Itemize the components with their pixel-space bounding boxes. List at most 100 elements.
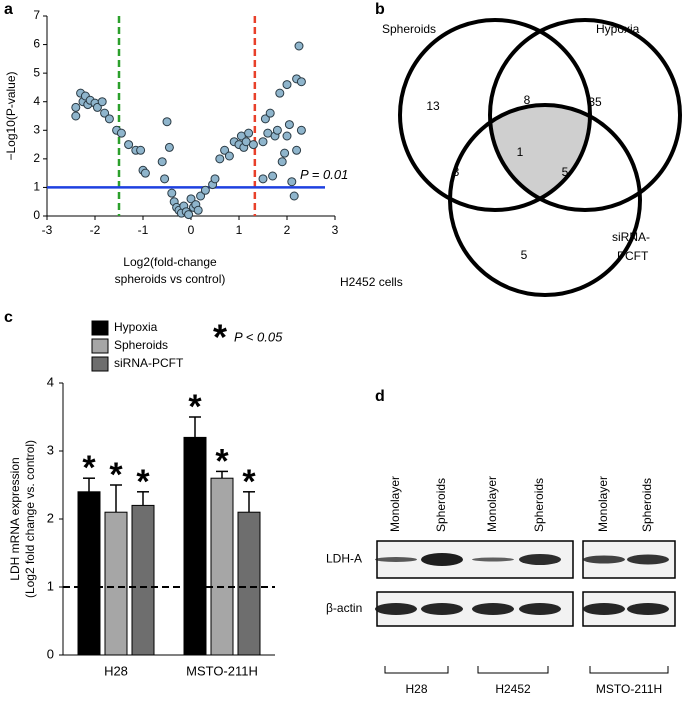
data-point <box>258 174 268 184</box>
y-axis-label: −Log10(P-value) <box>4 71 18 160</box>
significance-mark: * <box>188 388 202 426</box>
venn-count: 1 <box>517 145 524 159</box>
venn-caption: H2452 cells <box>340 275 403 289</box>
bar <box>237 511 261 656</box>
legend-swatch <box>91 338 109 354</box>
venn-diagram: Spheroids Hypoxia siRNA- PCFT 13 8 35 3 … <box>340 18 682 297</box>
data-point <box>265 108 275 118</box>
panel-label: b <box>375 1 385 18</box>
venn-count: 13 <box>426 99 440 113</box>
venn-count: 3 <box>453 165 460 179</box>
blot-band <box>583 603 625 615</box>
data-point <box>186 194 196 204</box>
legend-label: Spheroids <box>114 338 168 352</box>
y-tick-label: 0 <box>33 208 40 222</box>
y-tick-label: 1 <box>47 578 54 593</box>
legend-label: siRNA-PCFT <box>114 356 184 370</box>
data-point <box>287 177 297 187</box>
venn-count: 35 <box>588 95 602 109</box>
data-point <box>124 140 134 150</box>
group-bracket <box>589 666 669 674</box>
data-point <box>71 102 81 112</box>
data-point <box>244 128 254 138</box>
data-point <box>167 188 177 198</box>
blot-band <box>519 603 561 615</box>
data-point <box>260 114 270 124</box>
x-tick-label: 3 <box>332 223 339 237</box>
blot-band <box>519 554 561 565</box>
y-tick-label: 4 <box>33 94 40 108</box>
data-point <box>136 145 146 155</box>
lane-label: Monolayer <box>485 476 499 532</box>
data-point <box>71 111 81 121</box>
venn-circle <box>448 103 642 297</box>
group-bracket <box>477 666 549 674</box>
venn-label: Spheroids <box>382 22 436 36</box>
blot-band <box>472 603 514 615</box>
y-axis-label: LDH mRNA expression <box>8 457 22 580</box>
panel-label: a <box>4 1 13 18</box>
data-point <box>248 140 258 150</box>
x-tick-label: 0 <box>188 223 195 237</box>
y-tick-label: 2 <box>33 151 40 165</box>
data-point <box>280 148 290 158</box>
bar <box>183 436 207 656</box>
data-point <box>196 191 206 201</box>
data-point <box>116 128 126 138</box>
data-point <box>284 120 294 130</box>
data-point <box>294 41 304 51</box>
lane-label: Monolayer <box>388 476 402 532</box>
bar <box>77 491 101 656</box>
group-label: H28 <box>405 682 427 696</box>
y-axis-label: (Log2 fold change vs. control) <box>23 440 37 598</box>
y-tick-label: 2 <box>47 510 54 525</box>
venn-count: 5 <box>521 248 528 262</box>
blot-band <box>375 557 417 562</box>
data-point <box>193 205 203 215</box>
blot-band <box>472 557 514 562</box>
y-tick-label: 5 <box>33 65 40 79</box>
blot-band <box>627 603 669 615</box>
blot-band <box>421 603 463 615</box>
data-point <box>100 108 110 118</box>
significance-mark: * <box>242 463 256 501</box>
data-point <box>268 171 278 181</box>
data-point <box>258 137 268 147</box>
western-blot: Monolayer Spheroids Monolayer Spheroids Mono… <box>326 476 676 696</box>
significance-mark: * <box>136 463 150 501</box>
lane-label: Spheroids <box>434 478 448 532</box>
row-label: LDH-A <box>326 552 362 566</box>
data-point <box>220 145 230 155</box>
significance-mark: * <box>109 456 123 494</box>
venn-label: siRNA- <box>612 230 650 244</box>
x-tick-label: MSTO-211H <box>186 663 258 678</box>
significance-mark: * <box>215 442 229 480</box>
group-bracket <box>384 666 449 674</box>
legend-swatch <box>91 356 109 372</box>
y-tick-label: 3 <box>33 122 40 136</box>
data-point <box>224 151 234 161</box>
data-point <box>210 174 220 184</box>
data-point <box>164 142 174 152</box>
data-point <box>296 125 306 135</box>
blot-band <box>627 554 669 565</box>
x-tick-label: H28 <box>104 663 128 678</box>
data-point <box>184 210 194 220</box>
data-point <box>296 77 306 87</box>
data-point <box>282 131 292 141</box>
venn-circle <box>488 18 682 212</box>
y-tick-label: 0 <box>47 646 54 661</box>
data-point <box>97 97 107 107</box>
y-tick-label: 3 <box>47 442 54 457</box>
data-point <box>277 157 287 167</box>
significance-legend-text: P < 0.05 <box>234 329 283 344</box>
venn-count: 8 <box>524 93 531 107</box>
y-tick-label: 6 <box>33 37 40 51</box>
legend-swatch <box>91 320 109 336</box>
x-tick-label: 2 <box>284 223 291 237</box>
venn-count: 5 <box>562 165 569 179</box>
y-tick-label: 7 <box>33 8 40 22</box>
data-point <box>162 117 172 127</box>
venn-label: Hypoxia <box>596 22 640 36</box>
data-point <box>92 102 102 112</box>
